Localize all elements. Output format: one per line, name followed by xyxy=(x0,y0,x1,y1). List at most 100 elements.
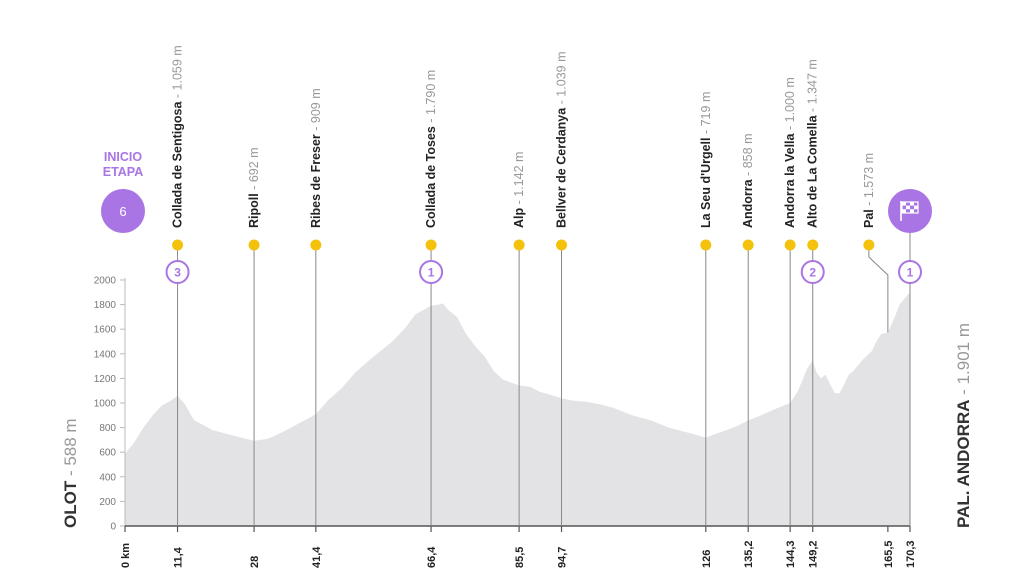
route-point-marker xyxy=(172,239,184,251)
x-tick-label: 41,4 xyxy=(311,546,323,568)
route-point-marker xyxy=(425,239,437,251)
route-point-separator: - xyxy=(512,197,526,208)
route-point-label: Andorra la Vella - 1.000 m xyxy=(783,77,797,228)
x-tick-label: 149,2 xyxy=(808,540,820,568)
route-point-name: Collada de Toses xyxy=(424,126,438,228)
route-point-label: Bellver de Cerdanya - 1.039 m xyxy=(555,52,569,228)
route-point-name: Alto de La Comella xyxy=(806,114,820,228)
route-point-name: Andorra la Vella xyxy=(783,132,797,228)
y-axis: 0 200 400 600 800 1000 1200 1400 1600 1800 2000 xyxy=(94,276,126,533)
route-point-altitude: 1.347 m xyxy=(806,59,820,104)
start-city-name: OLOT xyxy=(61,480,80,528)
start-city-elevation: 588 m xyxy=(61,418,80,465)
x-tick-label: 135,2 xyxy=(743,540,755,568)
route-point-altitude: 909 m xyxy=(309,88,323,123)
route-point-separator: - xyxy=(555,97,569,108)
route-point-altitude: 1.000 m xyxy=(783,77,797,122)
finish-city-label: PAL. ANDORRA - 1.901 m xyxy=(954,323,973,528)
x-tick-label: 85,5 xyxy=(514,547,526,568)
route-point-marker xyxy=(742,239,754,251)
climb-category-number: 3 xyxy=(174,266,181,280)
route-point-marker xyxy=(807,239,819,251)
route-point-label: Alp - 1.142 m xyxy=(512,152,526,228)
climb-category-number: 2 xyxy=(809,266,816,280)
route-point-altitude: 858 m xyxy=(741,134,755,169)
y-tick-label: 0 xyxy=(110,522,116,533)
route-point-separator: - xyxy=(171,90,185,101)
x-tick-label: 94,7 xyxy=(557,547,569,568)
finish-city-name: PAL. ANDORRA xyxy=(954,400,973,528)
finish-flag-icon xyxy=(900,201,919,221)
x-tick-label: 11,4 xyxy=(173,546,185,568)
route-point-name: Alp xyxy=(512,208,526,229)
x-tick-label: 66,4 xyxy=(426,546,438,568)
route-point-separator: - xyxy=(247,182,261,193)
route-point-altitude: 1.142 m xyxy=(512,152,526,197)
route-point-marker xyxy=(556,239,568,251)
x-tick-label: 0 km xyxy=(120,543,132,568)
y-tick-label: 200 xyxy=(99,497,116,508)
y-tick-label: 1400 xyxy=(94,349,117,360)
route-points: 3 Collada de Sentigosa - 1.059 m Ripoll - … xyxy=(165,45,922,526)
route-point-label: Collada de Toses - 1.790 m xyxy=(424,70,438,228)
route-point-marker xyxy=(248,239,260,251)
route-point-name: Collada de Sentigosa xyxy=(171,101,185,228)
route-point-name: Pal xyxy=(862,209,876,228)
y-tick-label: 1000 xyxy=(94,399,117,410)
y-tick-label: 1200 xyxy=(94,374,117,385)
x-tick-label: 165,5 xyxy=(883,540,895,568)
climb-category-badge xyxy=(800,260,825,284)
route-point-altitude: 1.059 m xyxy=(171,45,185,90)
climb-category-number: 1 xyxy=(428,266,435,280)
route-point-name: Ribes de Freser xyxy=(309,134,323,228)
finish-city-elevation: 1.901 m xyxy=(954,323,973,384)
climb-category-badge xyxy=(419,260,444,284)
route-point-marker xyxy=(700,239,712,251)
climb-category-number: 1 xyxy=(907,266,914,280)
start-city-label: OLOT - 588 m xyxy=(61,418,80,528)
route-point-altitude: 1.039 m xyxy=(555,52,569,97)
route-point-name: Bellver de Cerdanya xyxy=(555,107,569,228)
route-point-separator: - xyxy=(862,198,876,209)
route-point-label: Ripoll - 692 m xyxy=(247,147,261,228)
start-badge: INICIO ETAPA 6 xyxy=(101,150,145,233)
route-point-name: Andorra xyxy=(741,178,755,228)
route-point-label: La Seu d'Urgell - 719 m xyxy=(699,92,713,228)
y-tick-label: 400 xyxy=(99,472,116,483)
start-circle-icon: 6 xyxy=(119,204,126,219)
route-point-label: Andorra - 858 m xyxy=(741,134,755,228)
route-point-marker xyxy=(863,239,875,251)
y-tick-label: 600 xyxy=(99,448,116,459)
route-point-separator: - xyxy=(699,126,713,137)
route-point-name: Ripoll xyxy=(247,193,261,228)
route-point-separator: - xyxy=(309,123,323,134)
route-point-label: Ribes de Freser - 909 m xyxy=(309,88,323,228)
start-badge-line2: ETAPA xyxy=(103,165,144,179)
start-circle xyxy=(101,189,145,233)
route-point-name: La Seu d'Urgell xyxy=(699,138,713,229)
start-badge-line1: INICIO xyxy=(104,150,142,164)
route-point-altitude: 1.790 m xyxy=(424,70,438,115)
route-point-separator: - xyxy=(783,122,797,133)
finish-city-separator: - xyxy=(954,384,973,394)
x-axis: 0 km 11,4 28 41,4 66,4 85,5 94,7 126 135,2 144,3 1… xyxy=(120,525,917,568)
route-point-label: Alto de La Comella - 1.347 m xyxy=(806,59,820,228)
elevation-profile-area xyxy=(125,292,910,526)
route-point-label: Pal - 1.573 m xyxy=(862,153,876,228)
route-point-separator: - xyxy=(424,115,438,126)
y-tick-label: 1600 xyxy=(94,325,117,336)
route-point-separator: - xyxy=(741,168,755,179)
route-point-altitude: 719 m xyxy=(699,92,713,127)
climb-category-badge xyxy=(165,260,190,284)
y-tick-label: 2000 xyxy=(94,276,117,287)
route-point-marker xyxy=(513,239,525,251)
route-point-altitude: 692 m xyxy=(247,147,261,182)
x-tick-label: 144,3 xyxy=(785,540,797,568)
x-tick-label: 170,3 xyxy=(905,540,917,568)
route-point-separator: - xyxy=(806,104,820,115)
y-tick-label: 800 xyxy=(99,423,116,434)
route-point-marker xyxy=(784,239,796,251)
start-city-separator: - xyxy=(61,466,80,476)
x-tick-label: 126 xyxy=(701,550,713,568)
